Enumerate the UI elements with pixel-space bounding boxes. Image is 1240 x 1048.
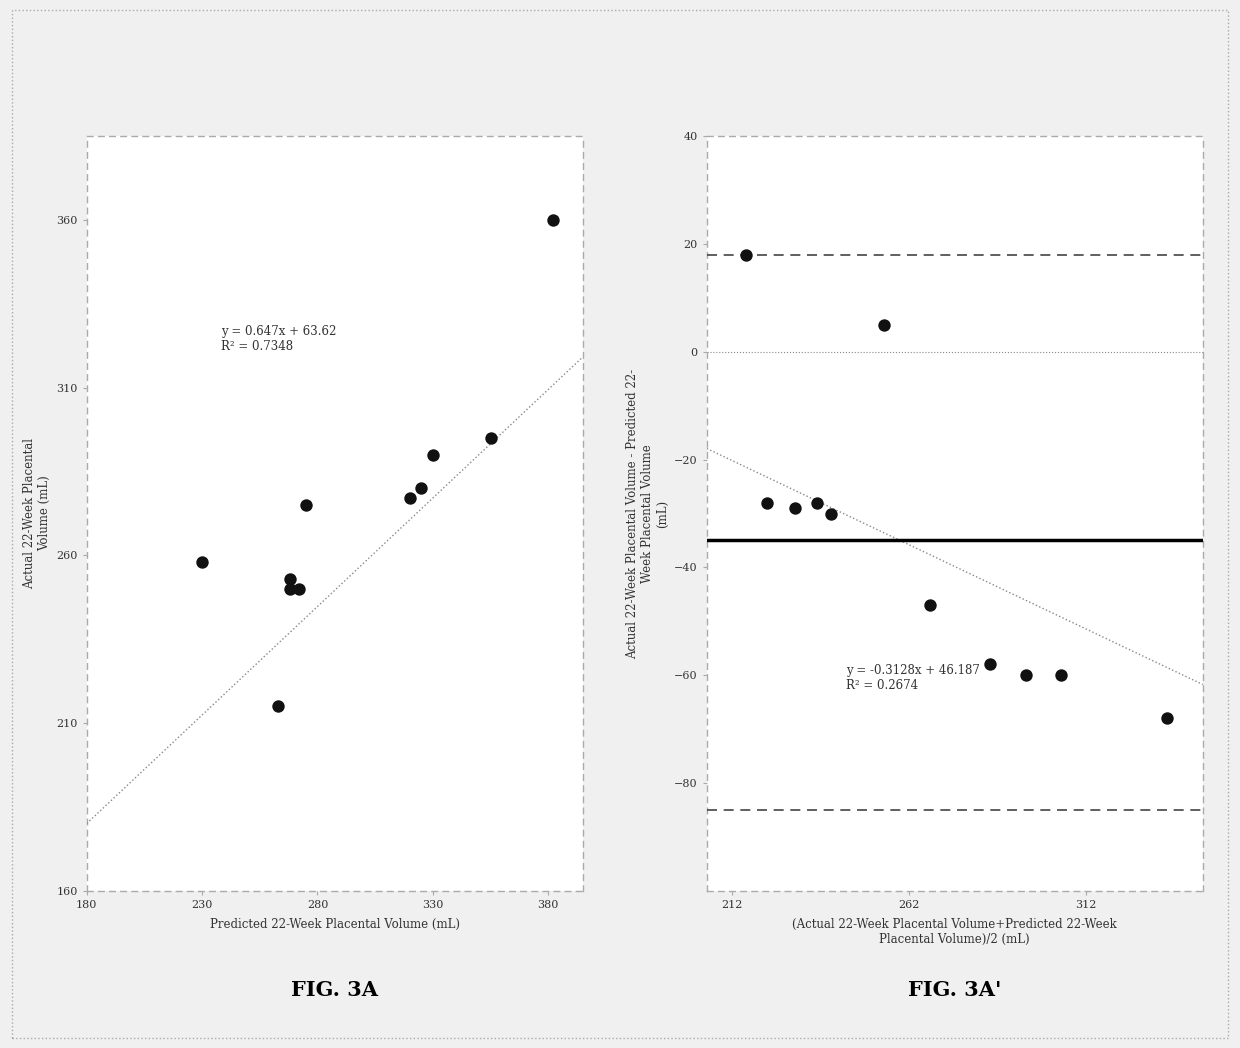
Point: [280, 581, 300, 597]
Text: y = 0.647x + 63.62
R² = 0.7348: y = 0.647x + 63.62 R² = 0.7348: [221, 325, 336, 353]
Point: [423, 446, 443, 463]
Point: [280, 570, 300, 587]
Point: [807, 495, 827, 511]
Point: [1016, 667, 1035, 683]
Text: FIG. 3A: FIG. 3A: [291, 980, 378, 1001]
Point: [543, 212, 563, 228]
Point: [412, 480, 432, 497]
X-axis label: (Actual 22-Week Placental Volume+Predicted 22-Week
Placental Volume)/2 (mL): (Actual 22-Week Placental Volume+Predict…: [792, 918, 1117, 946]
X-axis label: Predicted 22-Week Placental Volume (mL): Predicted 22-Week Placental Volume (mL): [210, 918, 460, 932]
Text: FIG. 3A': FIG. 3A': [908, 980, 1002, 1001]
Point: [481, 430, 501, 446]
Text: y = -0.3128x + 46.187
R² = 0.2674: y = -0.3128x + 46.187 R² = 0.2674: [846, 664, 980, 693]
Point: [1052, 667, 1071, 683]
Point: [874, 316, 894, 333]
Point: [1157, 709, 1177, 726]
Point: [821, 505, 841, 522]
Point: [268, 698, 288, 715]
Point: [192, 553, 212, 570]
Point: [920, 596, 940, 613]
Y-axis label: Actual 22-Week Placental
Volume (mL): Actual 22-Week Placental Volume (mL): [22, 438, 51, 589]
Point: [981, 656, 1001, 673]
Point: [785, 500, 805, 517]
Y-axis label: Actual 22-Week Placental Volume - Predicted 22-
Week Placental Volume
(mL): Actual 22-Week Placental Volume - Predic…: [626, 369, 668, 658]
Point: [296, 497, 316, 514]
Point: [758, 495, 777, 511]
Point: [289, 581, 309, 597]
Point: [399, 490, 419, 507]
Point: [735, 246, 755, 263]
